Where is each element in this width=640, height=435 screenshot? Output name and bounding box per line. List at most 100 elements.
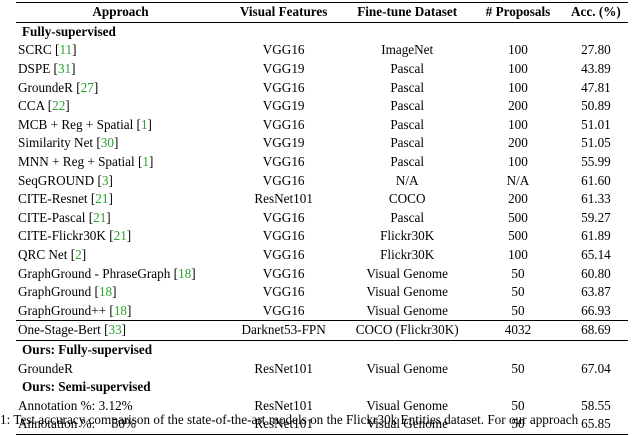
cell-dataset: Visual Genome: [366, 302, 448, 318]
cell-dataset: Flickr30K: [380, 228, 435, 244]
cell-accuracy: 60.80: [581, 265, 611, 281]
cell-dataset: Pascal: [390, 154, 425, 170]
cell-dataset: ImageNet: [381, 42, 434, 58]
table-row: Annotation %: 3.12% ResNet101 Visual Genom…: [16, 396, 628, 415]
citation-link[interactable]: 1: [140, 116, 148, 132]
header-accuracy: Acc. (%): [563, 2, 628, 23]
cell-features: VGG19: [262, 135, 305, 151]
table-body: Fully-supervised SCRC [11] VGG16 ImageNet 1…: [16, 22, 628, 435]
table-row: GroundeR [27] VGG16 Pascal 100 47.81: [16, 78, 628, 97]
cell-dataset: Visual Genome: [366, 284, 448, 300]
cell-proposals: 100: [508, 61, 528, 77]
cell-features: VGG16: [262, 154, 305, 170]
cell-accuracy: 59.27: [581, 209, 611, 225]
cell-approach: CITE-Flickr30K [21]: [18, 228, 132, 244]
cell-proposals: 500: [508, 209, 528, 225]
cell-accuracy: 61.89: [581, 228, 611, 244]
section-row: Ours: Semi-supervised: [16, 378, 628, 397]
approach-name: GroundeR: [18, 360, 73, 376]
cell-proposals: 100: [508, 247, 528, 263]
cell-dataset: COCO (Flickr30K): [342, 320, 473, 341]
citation-link[interactable]: 11: [59, 42, 73, 58]
table-row: GraphGround++ [18] VGG16 Visual Genome 50 66…: [16, 302, 628, 321]
approach-name: GraphGround - PhraseGraph: [18, 265, 171, 281]
table-row: CCA [22] VGG19 Pascal 200 50.89: [16, 97, 628, 116]
cell-approach: GroundeR: [16, 359, 225, 378]
citation-link[interactable]: 22: [52, 98, 66, 114]
cell-approach: MCB + Reg + Spatial [1]: [18, 116, 152, 132]
cell-proposals: 100: [508, 79, 528, 95]
cell-accuracy: 27.80: [581, 42, 611, 58]
cell-approach: SCRC [11]: [18, 42, 77, 58]
section-ours-semi-supervised: Ours: Semi-supervised: [22, 379, 151, 395]
approach-name: GroundeR: [18, 79, 73, 95]
cell-approach: GraphGround [18]: [18, 284, 117, 300]
approach-name: CITE-Flickr30K: [18, 228, 106, 244]
approach-name: SCRC: [18, 42, 52, 58]
citation-link[interactable]: 21: [93, 209, 107, 225]
cell-dataset: Visual Genome: [366, 265, 448, 281]
table-row: GraphGround [18] VGG16 Visual Genome 50 63.8…: [16, 283, 628, 302]
results-table: Approach Visual Features Fine-tune Datas…: [16, 2, 628, 435]
cell-features: ResNet101: [254, 191, 313, 207]
cell-proposals: N/A: [506, 172, 530, 188]
cell-accuracy: 47.81: [581, 79, 611, 95]
table-row: SeqGROUND [3] VGG16 N/A N/A 61.60: [16, 171, 628, 190]
approach-name: DSPE: [18, 61, 51, 77]
section-row: Fully-supervised: [16, 22, 628, 41]
cell-dataset: N/A: [395, 172, 419, 188]
citation-link[interactable]: 1: [142, 154, 150, 170]
citation-link[interactable]: 31: [57, 61, 72, 77]
citation-link[interactable]: 18: [98, 284, 113, 300]
table-row: MCB + Reg + Spatial [1] VGG16 Pascal 100 51.…: [16, 116, 628, 135]
approach-name: CCA: [18, 98, 45, 114]
header-row: Approach Visual Features Fine-tune Datas…: [16, 2, 628, 23]
citation-link[interactable]: 2: [75, 247, 82, 263]
approach-name: MCB + Reg + Spatial: [18, 116, 134, 132]
cell-approach: CITE-Resnet [21]: [18, 191, 113, 207]
table-row: CITE-Pascal [21] VGG16 Pascal 500 59.27: [16, 209, 628, 228]
cell-features: VGG16: [262, 79, 305, 95]
table-row: SCRC [11] VGG16 ImageNet 100 27.80: [16, 41, 628, 60]
citation-link[interactable]: 21: [113, 228, 127, 244]
approach-name: SeqGROUND: [18, 172, 95, 188]
citation-link[interactable]: 3: [101, 172, 109, 188]
cell-proposals: 100: [508, 42, 528, 58]
citation-link[interactable]: 30: [100, 135, 114, 151]
cell-approach: Annotation %: 3.12%: [16, 396, 225, 415]
citation-link[interactable]: 21: [95, 191, 109, 207]
cell-accuracy: 50.89: [581, 98, 611, 114]
approach-name: CITE-Resnet: [18, 191, 88, 207]
cell-approach: GraphGround++ [18]: [18, 302, 132, 318]
table-row: CITE-Resnet [21] ResNet101 COCO 200 61.33: [16, 190, 628, 209]
table-caption: 1: Test accuracy comparison of the state…: [0, 412, 579, 427]
cell-features: VGG16: [262, 284, 305, 300]
header-approach: Approach: [16, 2, 225, 23]
cell-dataset: Visual Genome: [366, 397, 448, 413]
approach-name: MNN + Reg + Spatial: [18, 154, 135, 170]
approach-name: GraphGround: [18, 284, 92, 300]
cell-dataset: Pascal: [390, 209, 425, 225]
cell-dataset: Pascal: [390, 116, 425, 132]
cell-approach: SeqGROUND [3]: [18, 172, 113, 188]
section-fully-supervised: Fully-supervised: [22, 23, 116, 39]
cell-dataset: COCO: [388, 191, 426, 207]
cell-proposals: 200: [508, 135, 528, 151]
approach-name: Annotation %: 3.12%: [18, 397, 133, 413]
cell-approach: One-Stage-Bert [33]: [16, 320, 225, 341]
cell-accuracy: 51.05: [581, 135, 611, 151]
cell-features: ResNet101: [254, 397, 313, 413]
cell-proposals: 50: [511, 302, 525, 318]
cell-accuracy: 65.14: [581, 247, 611, 263]
citation-link[interactable]: 18: [113, 302, 128, 318]
cell-proposals: 50: [511, 284, 525, 300]
cell-features: Darknet53-FPN: [225, 320, 343, 341]
citation-link[interactable]: 27: [80, 79, 94, 95]
cell-proposals: 200: [508, 98, 528, 114]
citation-link[interactable]: 33: [108, 322, 122, 338]
cell-proposals: 500: [508, 228, 528, 244]
table-row: MNN + Reg + Spatial [1] VGG16 Pascal 100 55.…: [16, 153, 628, 172]
cell-approach: CCA [22]: [18, 98, 70, 114]
citation-link[interactable]: 18: [178, 265, 192, 281]
cell-proposals: 50: [511, 265, 525, 281]
